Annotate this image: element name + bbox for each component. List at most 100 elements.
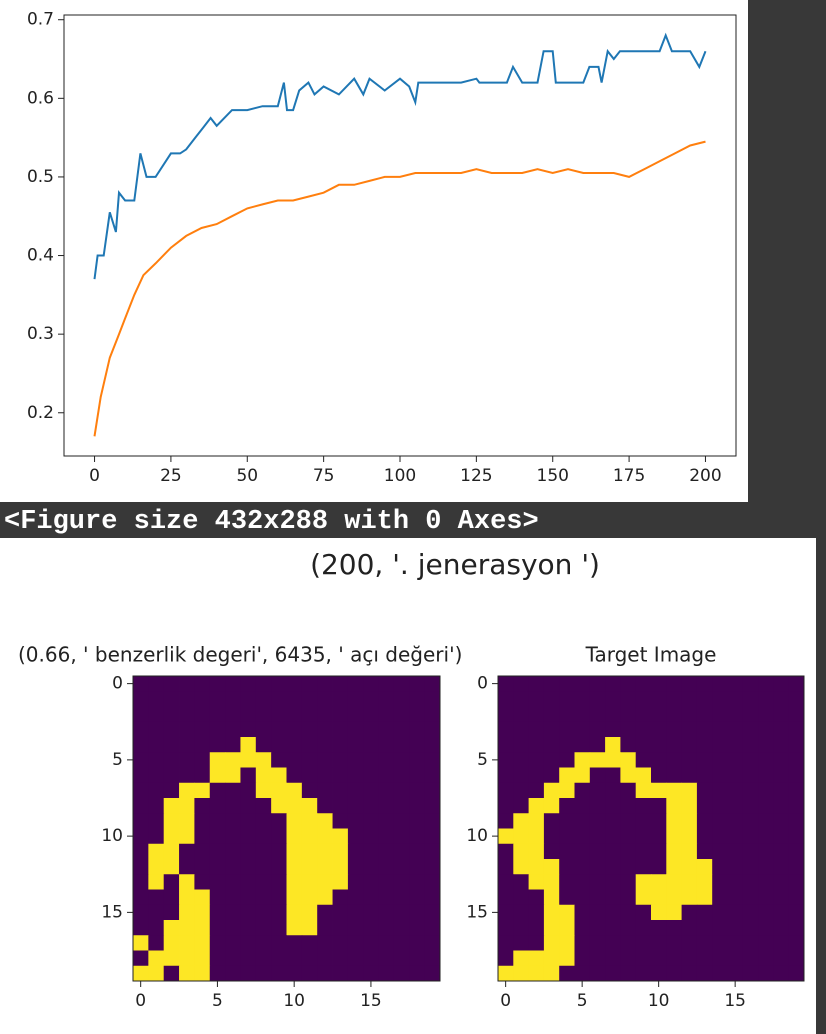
pixel: [393, 889, 410, 906]
pixel: [133, 935, 149, 951]
y-tick-label: 0.3: [27, 324, 54, 344]
pixel: [742, 874, 759, 890]
pixel: [393, 859, 410, 875]
pixel: [209, 691, 226, 707]
pixel: [148, 920, 165, 936]
pixel: [727, 843, 744, 860]
pixel: [742, 813, 759, 829]
x-tick-label: 5: [212, 991, 223, 1011]
pixel: [209, 935, 226, 951]
pixel: [498, 721, 514, 738]
pixel: [225, 889, 241, 906]
pixel: [589, 691, 606, 707]
pixel: [681, 828, 698, 845]
pixel: [393, 691, 410, 707]
pixel: [363, 950, 379, 967]
pixel: [589, 843, 606, 860]
pixel: [727, 706, 744, 723]
pixel: [635, 737, 652, 753]
pixel: [286, 874, 303, 890]
x-tick-label: 150: [537, 466, 569, 486]
series-line: [93, 32, 707, 280]
pixel: [589, 889, 606, 906]
pixel: [666, 950, 682, 967]
pixel: [742, 965, 759, 982]
pixel: [363, 706, 379, 723]
pixel: [148, 782, 165, 799]
pixel: [620, 874, 637, 890]
pixel: [681, 676, 698, 692]
pixel: [788, 676, 805, 692]
pixel: [363, 828, 379, 845]
pixel: [301, 767, 318, 784]
pixel: [605, 752, 621, 768]
pixel: [758, 920, 774, 936]
pixel: [635, 706, 652, 723]
pixel: [605, 950, 621, 967]
pixel: [574, 935, 591, 951]
pixel: [301, 813, 318, 829]
pixel: [179, 874, 195, 890]
pixel: [378, 721, 395, 738]
pixel: [543, 798, 560, 814]
pixel: [271, 843, 287, 860]
pixel: [225, 935, 241, 951]
pixel: [332, 737, 349, 753]
pixel: [301, 950, 318, 967]
pixel: [409, 828, 426, 845]
pixel: [773, 721, 790, 738]
pixel: [651, 935, 667, 951]
pixel: [194, 676, 211, 692]
pixel: [574, 950, 591, 967]
pixel: [133, 920, 149, 936]
pixel: [574, 813, 591, 829]
pixel: [393, 965, 410, 982]
pixel: [528, 950, 545, 967]
pixel: [666, 706, 682, 723]
pixel: [696, 752, 713, 768]
pixel: [773, 920, 790, 936]
pixel: [332, 920, 349, 936]
pixel: [317, 798, 333, 814]
pixel: [409, 813, 426, 829]
pixel: [332, 874, 349, 890]
pixel: [225, 691, 241, 707]
pixel: [696, 904, 713, 921]
figure-1: [0, 0, 748, 502]
x-tick-label: 25: [160, 466, 182, 486]
pixel: [773, 706, 790, 723]
pixel: [543, 904, 560, 921]
pixel: [543, 920, 560, 936]
pixel: [363, 859, 379, 875]
pixel: [635, 889, 652, 906]
pixel: [179, 676, 195, 692]
pixel: [727, 874, 744, 890]
pixel: [133, 798, 149, 814]
pixel: [559, 737, 575, 753]
pixel: [681, 752, 698, 768]
pixel: [773, 935, 790, 951]
pixel: [271, 828, 287, 845]
pixel: [286, 904, 303, 921]
pixel: [712, 737, 728, 753]
pixel: [363, 798, 379, 814]
pixel: [712, 752, 728, 768]
pixel: [271, 706, 287, 723]
pixel: [635, 935, 652, 951]
pixel: [498, 965, 514, 982]
pixel: [605, 737, 621, 753]
pixel: [225, 676, 241, 692]
pixel: [409, 950, 426, 967]
pixel: [378, 706, 395, 723]
pixel: [240, 767, 257, 784]
pixel: [666, 767, 682, 784]
pixel: [301, 706, 318, 723]
pixel: [635, 920, 652, 936]
pixel: [742, 782, 759, 799]
pixel: [240, 935, 257, 951]
pixel: [528, 767, 545, 784]
pixel: [409, 889, 426, 906]
pixel: [589, 782, 606, 799]
pixel: [742, 737, 759, 753]
